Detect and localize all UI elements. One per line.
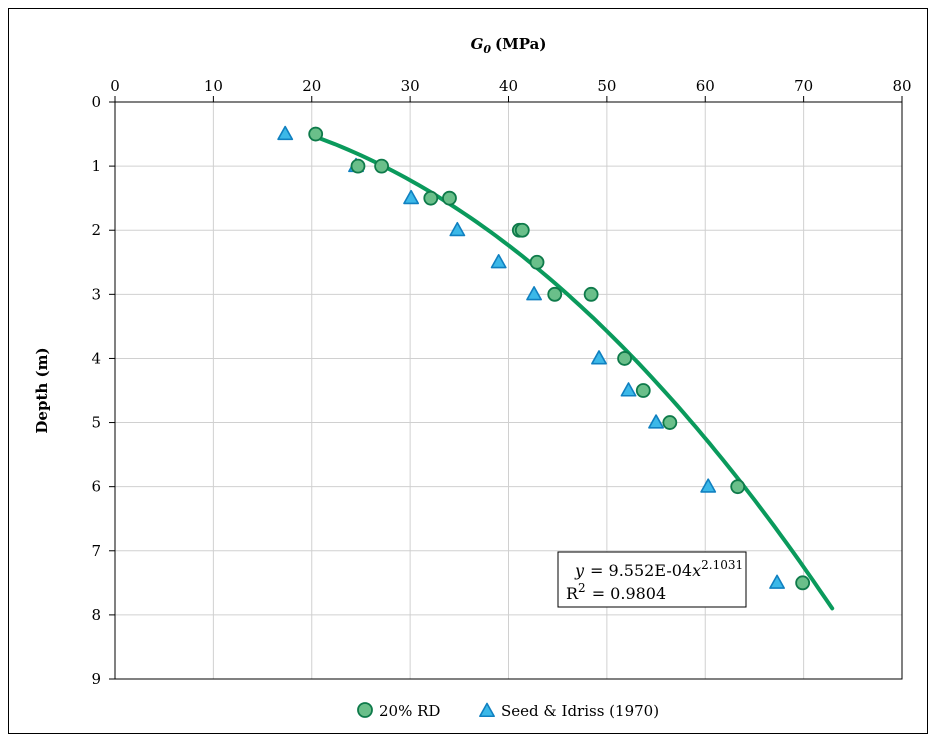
- x-tick-labels: 0 10 20 30 40 50 60 70 80: [110, 77, 912, 102]
- x-tick-label: 80: [892, 77, 911, 95]
- x-tick-label: 20: [302, 77, 321, 95]
- data-point-20-rd: [662, 415, 678, 430]
- data-point-20-rd: [374, 158, 389, 174]
- legend: 20% RD Seed & Idriss (1970): [357, 702, 659, 720]
- legend-triangle-marker: [479, 702, 495, 718]
- data-point-20-rd: [583, 286, 599, 302]
- y-tick-label: 5: [91, 414, 101, 432]
- data-point-20-rd: [730, 479, 746, 495]
- data-point-20-rd: [795, 575, 811, 591]
- equation-box: y = 9.552E-04x2.1031 R2 = 0.9804: [557, 551, 747, 608]
- x-tick-label: 70: [794, 77, 813, 95]
- legend-label-20-rd: 20% RD: [379, 702, 440, 720]
- y-tick-label: 6: [91, 478, 101, 496]
- trendline-equation: y = 9.552E-04x2.1031: [574, 558, 743, 580]
- data-point-20-rd: [514, 222, 530, 238]
- y-tick-label: 4: [91, 349, 101, 367]
- trendline-curve: [313, 134, 835, 611]
- chart-svg: 0 10 20 30 40 50 60 70 80 0 1 2 3 4 5 6 7 8 9 G0 (MPa) Dep…: [33, 35, 912, 720]
- data-point-20-rd: [423, 190, 439, 206]
- y-tick-label: 7: [91, 542, 101, 560]
- y-tick-label: 0: [91, 93, 101, 111]
- chart-frame: 0 10 20 30 40 50 60 70 80 0 1 2 3 4 5 6 7 8 9 G0 (MPa) Dep…: [8, 8, 928, 734]
- data-point-seed-idriss: [620, 382, 637, 397]
- legend-circle-marker: [357, 702, 373, 718]
- x-tick-label: 50: [597, 77, 616, 95]
- data-point-20-rd: [308, 126, 324, 142]
- data-point-seed-idriss: [277, 125, 294, 141]
- data-point-20-rd: [350, 158, 366, 174]
- data-point-seed-idriss: [591, 350, 607, 365]
- y-tick-label: 1: [91, 157, 101, 175]
- y-tick-label: 3: [91, 285, 101, 303]
- y-axis-title: Depth (m): [33, 347, 51, 433]
- data-point-20-rd: [547, 286, 563, 302]
- x-tick-label: 30: [401, 77, 420, 95]
- data-point-20-rd: [529, 254, 545, 270]
- data-point-seed-idriss: [490, 253, 507, 269]
- data-point-seed-idriss: [700, 478, 717, 493]
- data-point-seed-idriss: [769, 574, 785, 589]
- data-point-20-rd: [442, 190, 457, 206]
- x-tick-label: 60: [696, 77, 715, 95]
- legend-label-seed-idriss: Seed & Idriss (1970): [501, 702, 659, 720]
- equation-box-border: [557, 551, 747, 608]
- x-tick-label: 40: [499, 77, 518, 95]
- y-tick-label: 9: [91, 670, 101, 688]
- data-point-seed-idriss: [526, 286, 543, 301]
- r-squared-value: R2 = 0.9804: [566, 581, 666, 603]
- data-point-20-rd: [635, 383, 651, 398]
- grid-lines: [115, 102, 902, 679]
- x-tick-label: 0: [110, 77, 120, 95]
- x-tick-label: 10: [204, 77, 223, 95]
- y-tick-label: 2: [91, 221, 101, 239]
- data-point-seed-idriss: [449, 221, 466, 237]
- y-tick-label: 8: [91, 606, 101, 624]
- data-point-seed-idriss: [648, 414, 664, 429]
- x-axis-title: G0 (MPa): [471, 35, 547, 56]
- y-tick-labels: 0 1 2 3 4 5 6 7 8 9: [91, 93, 115, 688]
- data-point-seed-idriss: [403, 189, 420, 205]
- data-point-20-rd: [617, 351, 632, 366]
- data-points: [277, 125, 811, 591]
